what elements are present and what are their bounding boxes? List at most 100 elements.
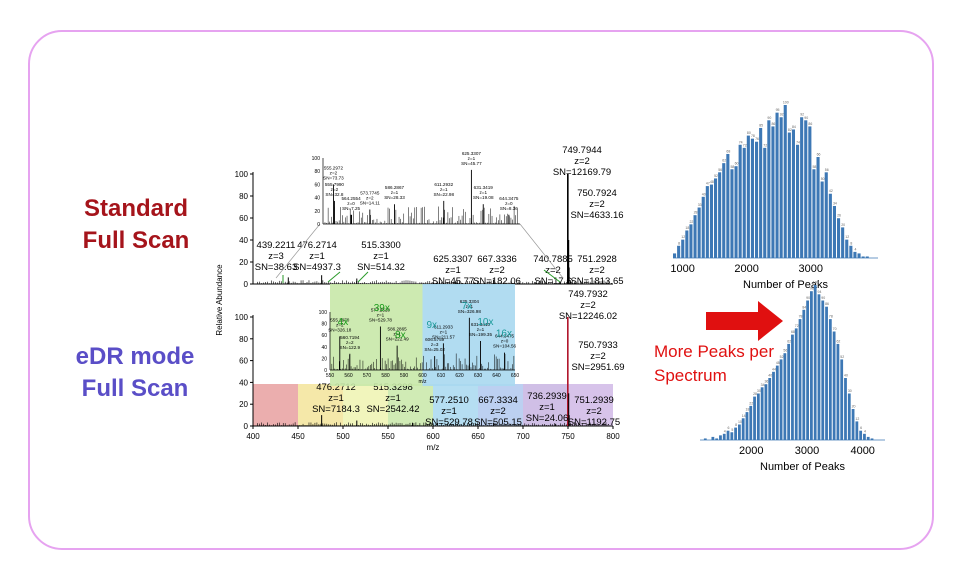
std-hist-bar-value-11: 56: [718, 168, 722, 172]
edr-inset-xtick-570: 570: [363, 373, 372, 379]
edr-peak-label-3: 667.3334: [478, 395, 518, 406]
edr-hist-bar-6: [726, 430, 730, 440]
edr-hist-bar-21: [783, 353, 787, 440]
std-peak-label-6: 749.7944: [562, 145, 602, 156]
edr-xtick-label-550: 550: [381, 432, 395, 441]
y-axis-label: Relative Abundance: [215, 264, 224, 336]
std-peak-label-4: 667.3336: [477, 254, 517, 265]
std-hist-bar-15: [734, 166, 738, 258]
edr-hist-bar-33: [828, 319, 832, 440]
std-peak-sn-5: SN=17.6: [534, 276, 571, 287]
edr-xtick-label-650: 650: [471, 432, 485, 441]
std-hist-bar-14: [730, 169, 734, 258]
std-hist-bar-value-21: 85: [759, 123, 763, 127]
edr-inset-ytick-100: 100: [319, 310, 328, 316]
edr-scan-window-6: [523, 384, 568, 426]
std-peak-z-7: z=2: [589, 199, 605, 210]
edr-hist-bar-value-5: 4: [724, 429, 726, 433]
std-hist-bar-41: [841, 227, 845, 258]
edr-inset-peak-label-6: 625.3304: [460, 299, 480, 304]
std-inset-peak-label-1: 555.7990: [325, 182, 345, 187]
std-hist-bar-11: [718, 172, 722, 258]
std-ytick-label-100: 100: [235, 170, 249, 179]
std-peak-z-4: z=2: [489, 265, 505, 276]
edr-peak-sn-5: SN=12246.02: [559, 311, 617, 322]
edr-hist-bar-23: [791, 334, 794, 440]
edr-hist-xtick-4000: 4000: [850, 445, 874, 457]
edr-scan-window-5: [478, 384, 523, 426]
std-hist-bar-value-10: 52: [714, 174, 718, 178]
std-peak-z-0: z=3: [268, 251, 284, 262]
std-peak-label-8: 751.2928: [577, 254, 617, 265]
edr-ytick-label-40: 40: [239, 378, 248, 387]
edr-hist-bar-value-28: 96: [810, 287, 814, 291]
std-inset-peak-sn-5: SN=22.98: [433, 192, 454, 197]
edr-peak-sn-4: SN=24.06: [526, 413, 569, 424]
std-hist-bar-value-36: 50: [821, 177, 825, 181]
std-peak-sn-8: SN=1813.65: [570, 276, 623, 287]
std-inset-peak-label-5: 611.2932: [434, 182, 453, 187]
std-peak-label-1: 476.2714: [297, 240, 337, 251]
std-hist-bar-1: [677, 245, 681, 258]
edr-inset-xtick-610: 610: [437, 373, 446, 379]
edr-hist-bar-value-34: 70: [833, 327, 837, 331]
std-hist-x-axis-label: Number of Peaks: [743, 279, 828, 291]
edr-inset-xtick-630: 630: [474, 373, 483, 379]
std-ytick-label-40: 40: [239, 236, 248, 245]
std-hist-bar-28: [787, 132, 791, 258]
edr-hist-bar-value-10: 14: [742, 414, 746, 418]
edr-peak-z-5: z=2: [580, 300, 596, 311]
edr-peak-z-7: z=2: [586, 406, 602, 417]
edr-inset-peak-label-1: 560.7194: [340, 335, 360, 340]
std-inset-peak-sn-0: SN=73.73: [323, 175, 344, 180]
edr-hist-bar-32: [825, 306, 828, 440]
std-peak-label-3: 625.3307: [433, 254, 473, 265]
edr-inset-ytick-20: 20: [321, 356, 327, 362]
edr-peak-sn-7: SN=1192.75: [568, 417, 620, 428]
edr-hist-bar-value-31: 90: [821, 296, 825, 300]
edr-inset-peak-sn-2: SN=529.78: [369, 318, 393, 323]
std-peak-z-2: z=1: [373, 251, 389, 262]
edr-inset-xlabel: m/z: [418, 379, 427, 385]
std-hist-bar-22: [763, 147, 767, 258]
more-peaks-arrow: [706, 301, 783, 341]
std-hist-bar-3: [685, 230, 689, 258]
std-peak-sn-2: SN=514.32: [357, 262, 405, 273]
edr-scan-window-2: [343, 384, 388, 426]
std-inset-peak-z-4: z=1: [391, 190, 399, 195]
std-hist-bar-12: [722, 163, 726, 258]
std-hist-bar-value-17: 72: [743, 143, 747, 147]
std-hist-bar-value-33: 86: [808, 122, 812, 126]
edr-hist-bar-37: [844, 378, 847, 440]
edr-inset-peak-z-4: z=3: [431, 342, 439, 347]
std-hist-bar-value-24: 86: [771, 122, 775, 126]
std-inset-peak-sn-8: SN=8.36: [500, 206, 518, 211]
edr-inset-peak-label-2: 577.2510: [371, 308, 391, 313]
edr-hist-bar-value-38: 30: [848, 389, 852, 393]
std-hist-bar-value-28: 82: [788, 128, 792, 132]
edr-inset-xtick-640: 640: [492, 373, 501, 379]
edr-inset-xtick-550: 550: [326, 373, 335, 379]
std-inset-peak-label-8: 644.3475: [499, 196, 519, 201]
std-hist-bar-value-44: 4: [854, 247, 856, 251]
std-hist-xtick-3000: 3000: [798, 263, 822, 275]
edr-xtick-label-750: 750: [561, 432, 575, 441]
std-zoom-guide-left: [275, 223, 321, 279]
std-inset-ytick-0: 0: [317, 222, 320, 228]
edr-hist-bar-value-33: 78: [829, 315, 833, 319]
edr-hist-bar-18: [772, 371, 775, 440]
std-peak-label-5: 740.7885: [533, 254, 573, 265]
edr-hist-bar-41: [859, 430, 863, 440]
edr-hist-bar-value-12: 22: [749, 401, 753, 405]
edr-hist-bar-value-22: 62: [787, 339, 791, 343]
edr-peak-sn-1: SN=2542.42: [366, 404, 419, 415]
std-inset-ytick-100: 100: [312, 156, 321, 162]
edr-hist-bar-9: [738, 424, 741, 440]
edr-hist-bar-31: [821, 300, 825, 440]
edr-hist-bar-value-7: 5: [731, 428, 733, 432]
std-hist-bar-value-12: 62: [722, 159, 726, 163]
edr-enhancement-3: 9x: [426, 320, 437, 331]
edr-hist-bar-value-15: 34: [761, 383, 765, 387]
std-peak-sn-3: SN=45.77: [432, 276, 475, 287]
standard-title-line1: Standard: [83, 195, 188, 222]
